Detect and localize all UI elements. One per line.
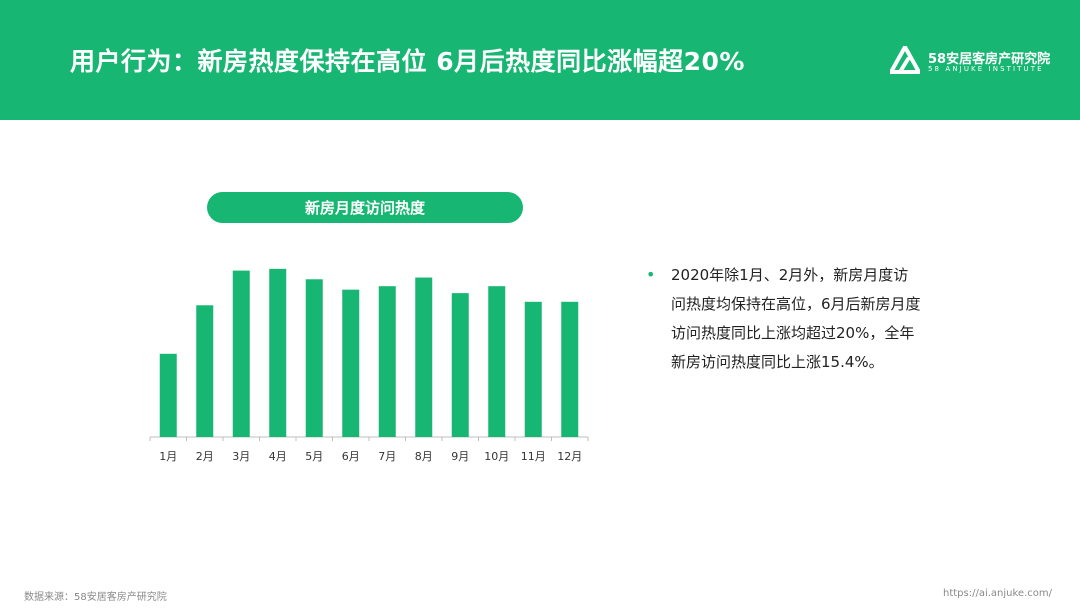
x-tick-label: 10月: [484, 450, 509, 463]
data-source: 数据来源：58安居客房产研究院: [24, 592, 167, 603]
bar-5: [305, 279, 323, 437]
page-title: 用户行为：新房热度保持在高位 6月后热度同比涨幅超20%: [70, 47, 745, 76]
bar-2: [196, 305, 214, 437]
bar-1: [159, 353, 177, 437]
brand-name: 58安居客房产研究院: [928, 52, 1051, 67]
anjuke-logo-icon: [890, 46, 920, 74]
chart-title: 新房月度访问热度: [207, 192, 523, 223]
x-tick-label: 8月: [415, 450, 433, 463]
bar-9: [451, 293, 469, 437]
bar-8: [415, 277, 433, 437]
x-tick-label: 9月: [451, 450, 469, 463]
brand: 58安居客房产研究院 58 ANJUKE INSTITUTE: [890, 46, 1070, 76]
bar-3: [232, 270, 250, 437]
bar-10: [488, 286, 506, 437]
bar-4: [269, 268, 287, 437]
x-tick-label: 4月: [269, 450, 287, 463]
bullet-icon: •: [646, 265, 656, 284]
x-tick-label: 2月: [196, 450, 214, 463]
bar-12: [561, 301, 579, 437]
bar-chart: 1月 2月 3月 4月 5月 6月 7月 8月 9月 10月 11月 12月: [149, 268, 589, 463]
x-tick-label: 1月: [159, 450, 177, 463]
brand-name-en: 58 ANJUKE INSTITUTE: [928, 65, 1044, 73]
bar-7: [378, 286, 396, 437]
x-tick-label: 7月: [378, 450, 396, 463]
x-tick-label: 6月: [342, 450, 360, 463]
bar-11: [524, 301, 542, 437]
header-bar: 用户行为：新房热度保持在高位 6月后热度同比涨幅超20% 58安居客房产研究院 …: [0, 0, 1080, 120]
source-url: https://ai.anjuke.com/: [942, 588, 1052, 599]
x-tick-label: 5月: [305, 450, 323, 463]
x-tick-label: 11月: [521, 450, 546, 463]
x-tick-label: 12月: [557, 450, 582, 463]
x-tick-label: 3月: [232, 450, 250, 463]
description-text: 2020年除1月、2月外，新房月度访问热度均保持在高位，6月后新房月度访问热度同…: [671, 266, 921, 371]
bar-6: [342, 289, 360, 437]
